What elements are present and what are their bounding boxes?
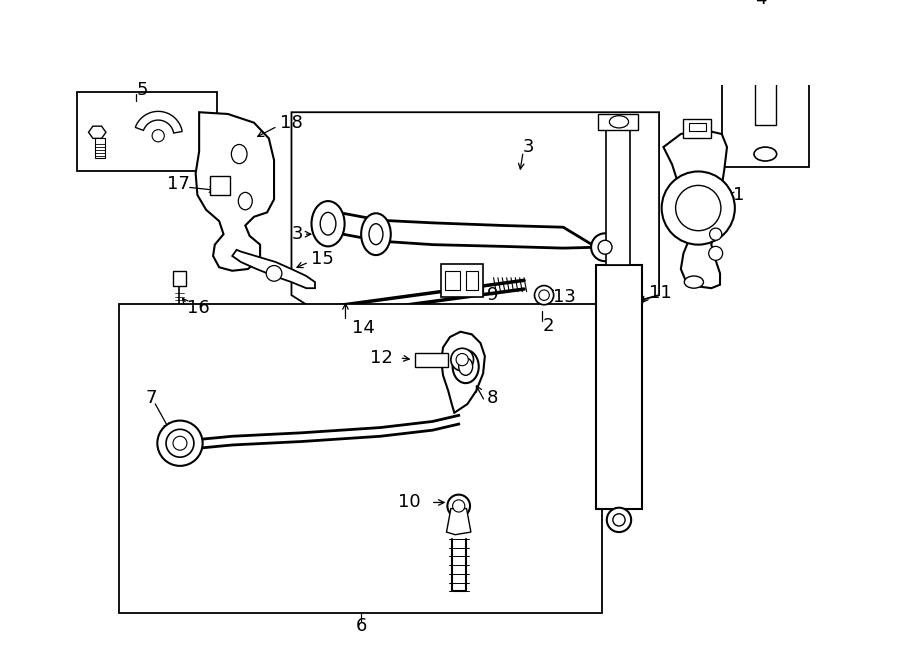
- Bar: [415, 353, 448, 367]
- Text: 4: 4: [755, 0, 767, 8]
- Ellipse shape: [166, 429, 194, 457]
- Bar: [755, 34, 776, 126]
- Ellipse shape: [311, 201, 345, 247]
- Polygon shape: [663, 130, 727, 288]
- Text: 13: 13: [553, 288, 576, 306]
- Bar: [441, 264, 483, 297]
- Ellipse shape: [459, 358, 472, 375]
- Ellipse shape: [173, 436, 187, 450]
- Bar: [598, 114, 638, 130]
- Ellipse shape: [684, 276, 704, 288]
- Circle shape: [676, 185, 721, 231]
- Bar: [722, 6, 809, 167]
- Text: 14: 14: [353, 319, 375, 337]
- Ellipse shape: [591, 233, 619, 261]
- Ellipse shape: [361, 214, 391, 255]
- Circle shape: [266, 266, 282, 281]
- Text: 11: 11: [649, 284, 671, 303]
- Circle shape: [709, 228, 722, 241]
- Ellipse shape: [753, 20, 778, 34]
- Polygon shape: [88, 126, 106, 138]
- Text: 10: 10: [398, 494, 420, 512]
- Ellipse shape: [451, 348, 473, 371]
- Ellipse shape: [754, 147, 777, 161]
- Bar: [445, 271, 461, 290]
- Bar: [683, 119, 711, 138]
- Bar: [173, 271, 186, 286]
- Ellipse shape: [320, 212, 336, 235]
- Ellipse shape: [609, 116, 628, 128]
- Bar: [688, 123, 706, 132]
- Text: 2: 2: [543, 317, 553, 334]
- Ellipse shape: [607, 508, 631, 532]
- Ellipse shape: [539, 290, 549, 300]
- Circle shape: [152, 130, 165, 142]
- Circle shape: [708, 247, 723, 260]
- Text: 18: 18: [280, 114, 303, 132]
- Ellipse shape: [369, 223, 382, 245]
- Text: 15: 15: [310, 250, 334, 268]
- Ellipse shape: [447, 494, 470, 518]
- Bar: [606, 130, 630, 264]
- Text: 17: 17: [166, 175, 190, 192]
- Bar: [211, 176, 230, 195]
- Polygon shape: [292, 112, 659, 365]
- Text: 1: 1: [734, 186, 744, 204]
- Text: 5: 5: [137, 81, 148, 99]
- Ellipse shape: [158, 420, 202, 466]
- Polygon shape: [195, 112, 274, 271]
- Polygon shape: [232, 250, 315, 288]
- Polygon shape: [441, 332, 485, 412]
- Text: 6: 6: [356, 617, 367, 635]
- Text: 7: 7: [145, 389, 157, 407]
- Text: 3: 3: [523, 138, 535, 156]
- Ellipse shape: [613, 514, 626, 526]
- Polygon shape: [135, 112, 182, 133]
- Text: 3: 3: [292, 225, 303, 243]
- Bar: [77, 92, 217, 171]
- Ellipse shape: [453, 350, 479, 383]
- Ellipse shape: [453, 500, 464, 512]
- Ellipse shape: [456, 354, 468, 366]
- Bar: [465, 271, 478, 290]
- Text: 12: 12: [370, 349, 392, 367]
- Circle shape: [662, 171, 734, 245]
- Circle shape: [759, 20, 772, 34]
- Ellipse shape: [598, 241, 612, 254]
- Bar: [597, 264, 642, 508]
- Polygon shape: [446, 508, 471, 535]
- Text: 16: 16: [187, 299, 210, 317]
- Ellipse shape: [231, 145, 247, 164]
- Bar: [119, 304, 602, 613]
- Text: 8: 8: [487, 389, 498, 407]
- Ellipse shape: [535, 286, 554, 305]
- Ellipse shape: [238, 192, 252, 210]
- Bar: [95, 138, 105, 157]
- Text: 9: 9: [487, 286, 498, 304]
